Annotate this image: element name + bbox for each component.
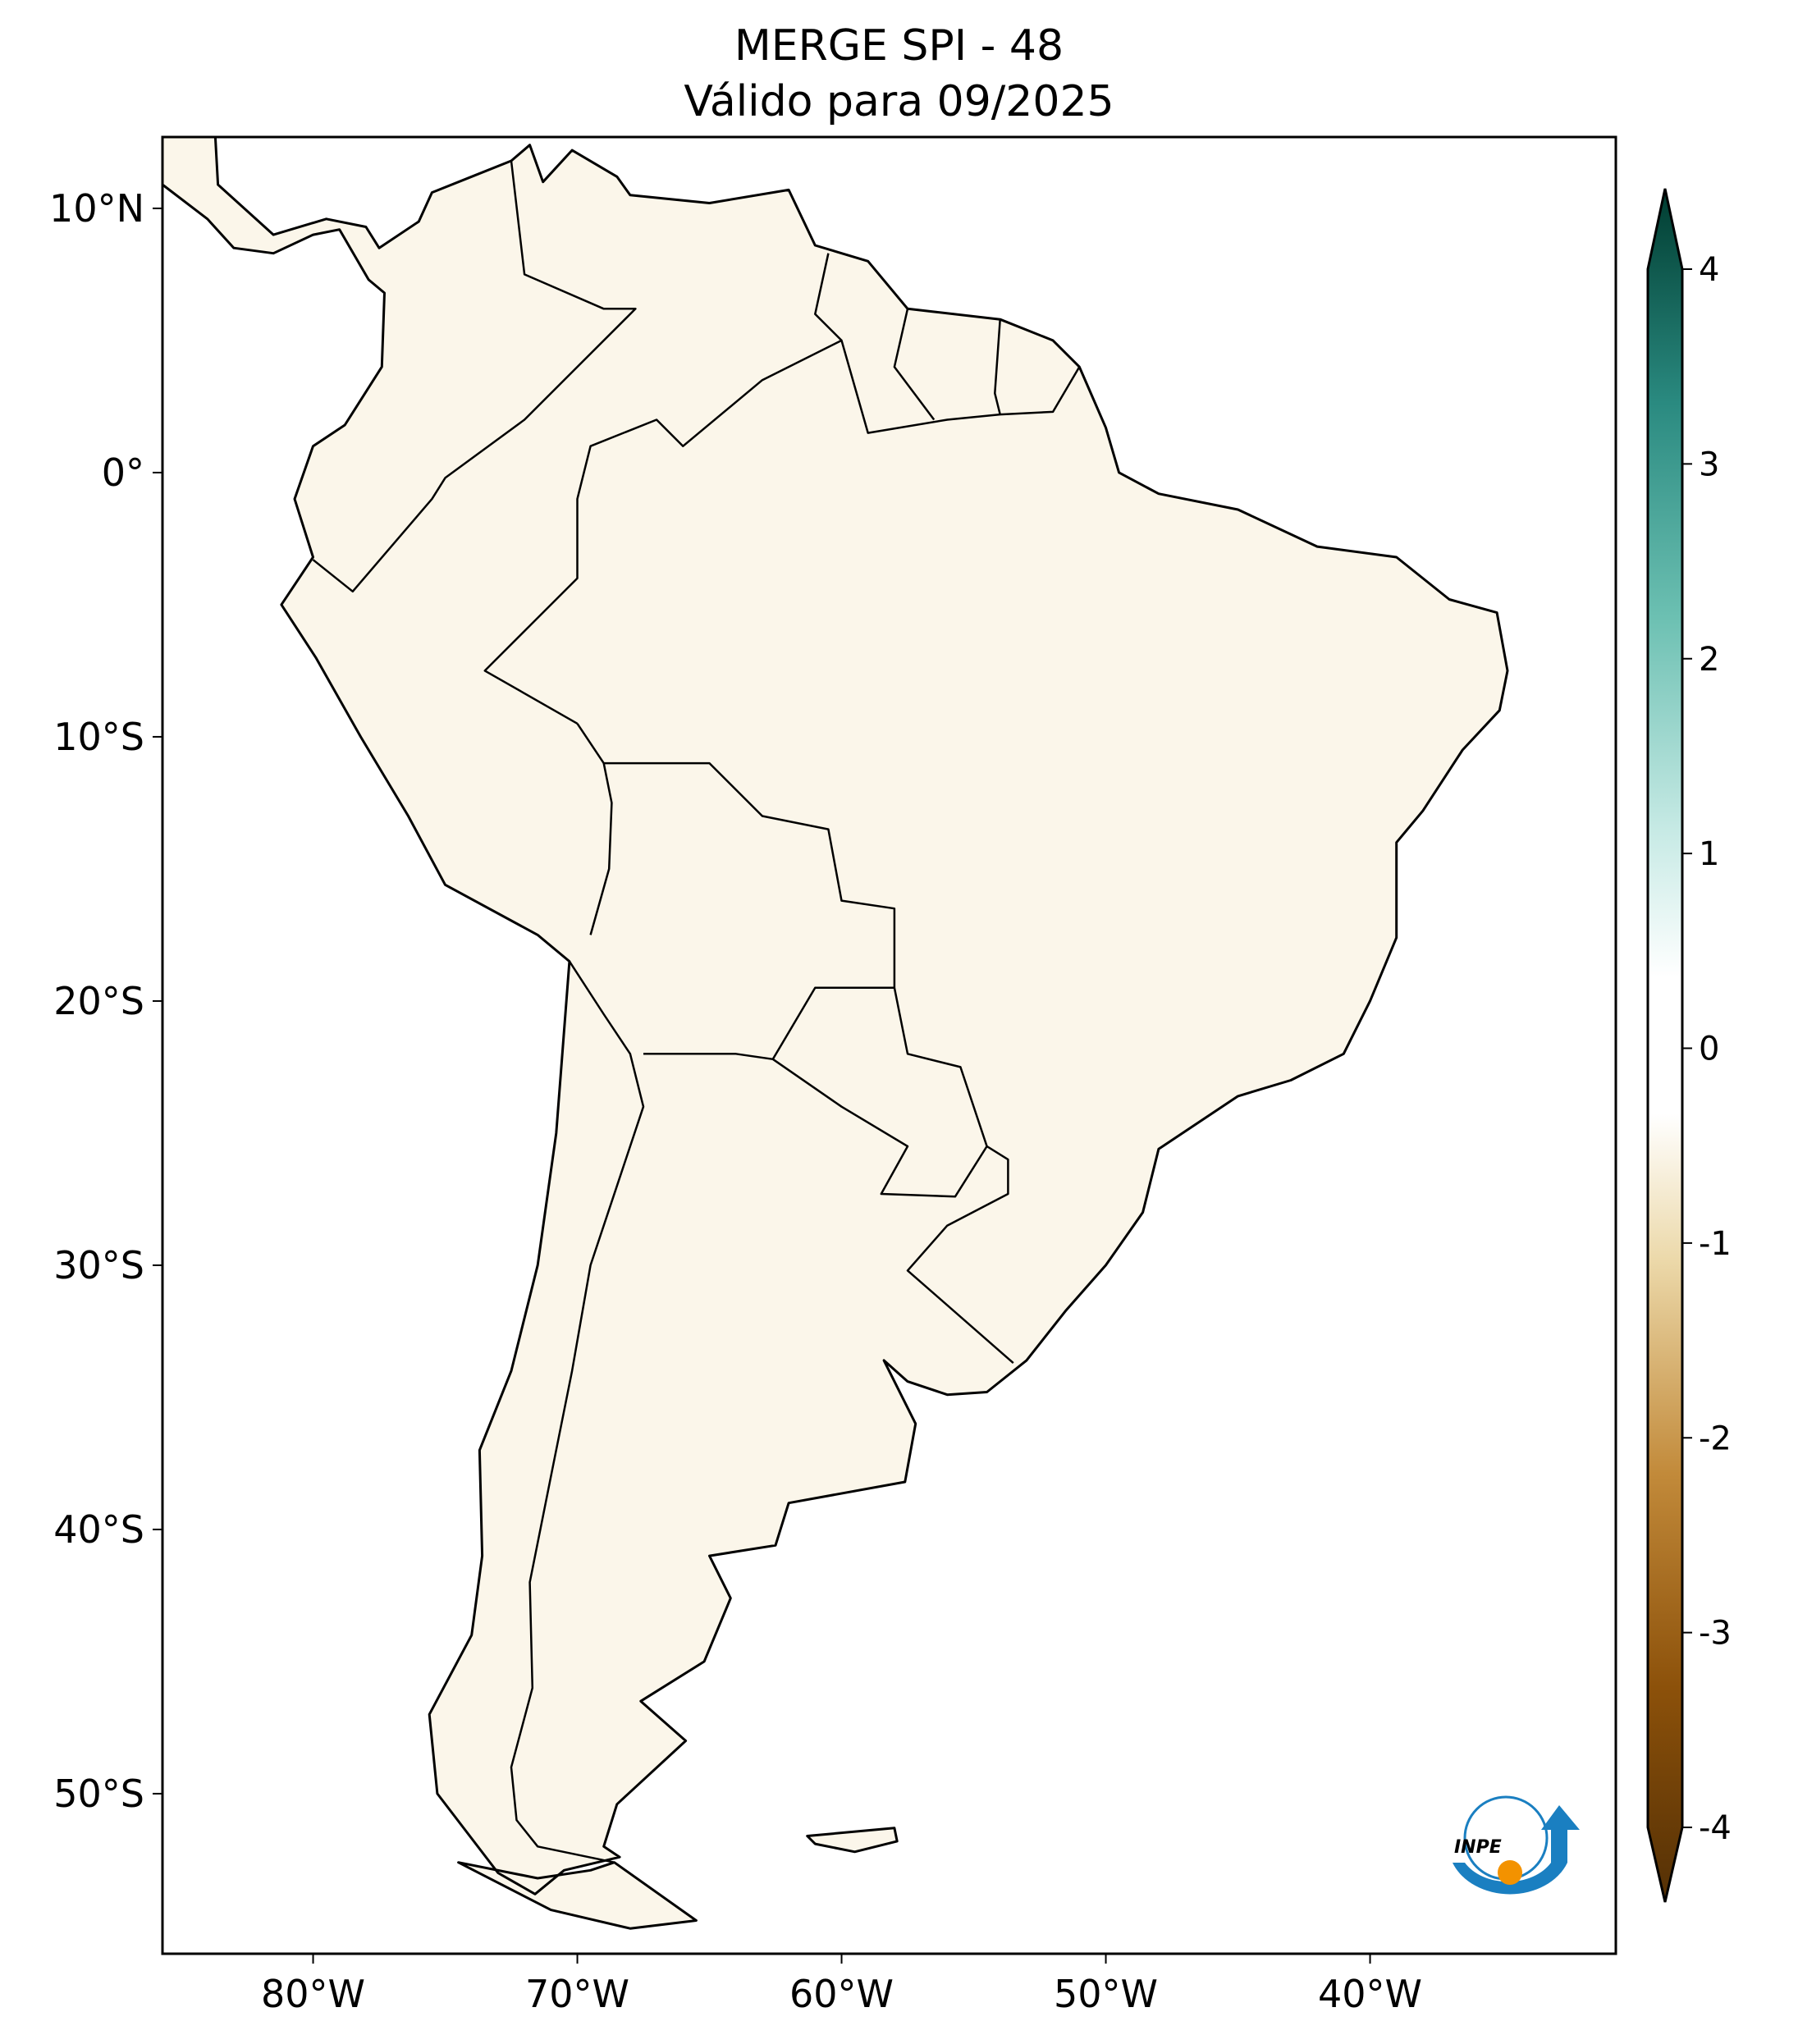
- plot-frame: [161, 135, 1617, 1955]
- colorbar-tick-label: -4: [1699, 1809, 1732, 1847]
- y-tick-label: 40°S: [53, 1507, 144, 1552]
- y-tick-label: 10°N: [49, 186, 144, 231]
- x-tick-label: 80°W: [261, 1972, 365, 2016]
- logo-text: INPE: [1454, 1837, 1502, 1858]
- coastline: [806, 1827, 899, 1854]
- y-tick-label: 30°S: [53, 1243, 144, 1287]
- coastline: [457, 1861, 698, 1930]
- colorbar-tick-label: -3: [1699, 1615, 1732, 1653]
- country-borders: [161, 135, 1509, 1930]
- colorbar-tick-label: 3: [1699, 446, 1719, 483]
- country-border: [994, 319, 1001, 415]
- country-border: [576, 723, 1014, 1365]
- colorbar-tick-label: 2: [1699, 641, 1719, 679]
- country-border: [814, 253, 843, 341]
- country-border: [589, 762, 613, 935]
- colorbar-tick-label: -1: [1699, 1225, 1732, 1263]
- colorbar-tick-label: 1: [1699, 835, 1719, 873]
- land-base: [162, 137, 1507, 1929]
- y-tick-label: 20°S: [53, 979, 144, 1023]
- x-tick-label: 50°W: [1054, 1972, 1158, 2016]
- colorbar-tick-label: 4: [1699, 251, 1719, 289]
- chart-title: MERGE SPI - 48: [734, 21, 1064, 71]
- country-border: [893, 309, 936, 421]
- country-border: [772, 1058, 988, 1198]
- colorbar: 4 3 2 1 0 -1 -2 -3 -4: [1646, 188, 1732, 1903]
- x-tick-label: 60°W: [789, 1972, 894, 2016]
- y-tick-label: 0°: [102, 450, 144, 495]
- x-axis: 80°W 70°W 60°W 50°W 40°W: [261, 1954, 1422, 2016]
- x-tick-label: 70°W: [525, 1972, 629, 2016]
- inpe-logo: INPE: [1453, 1795, 1580, 1895]
- coastline: [161, 135, 1509, 1895]
- x-tick-label: 40°W: [1318, 1972, 1422, 2016]
- y-tick-label: 10°S: [53, 715, 144, 759]
- country-border: [312, 160, 637, 593]
- country-border: [483, 339, 1081, 725]
- colorbar-body: [1646, 188, 1684, 1903]
- colorbar-tick-label: -2: [1699, 1420, 1732, 1457]
- colorbar-tick-label: 0: [1699, 1031, 1719, 1068]
- y-tick-label: 50°S: [53, 1772, 144, 1816]
- country-border: [510, 960, 645, 1863]
- y-axis: 10°N 0° 10°S 20°S 30°S 40°S 50°S: [49, 186, 162, 1816]
- chart-subtitle: Válido para 09/2025: [684, 77, 1114, 126]
